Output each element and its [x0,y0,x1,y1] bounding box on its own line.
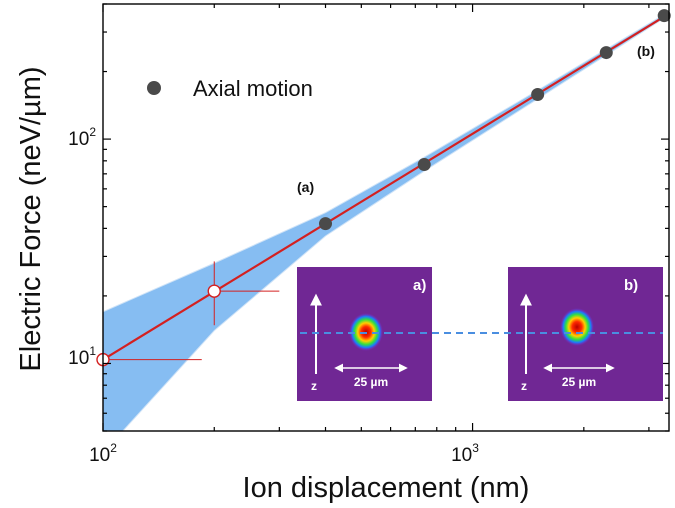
data-point [531,88,545,102]
inset-a-scale-label: 25 µm [354,375,388,389]
x-tick-1000: 103 [451,441,479,466]
confidence-band [103,11,669,431]
y-tick-100: 102 [68,125,96,150]
inset-b-scale-label: 25 µm [562,375,596,389]
data-point [657,9,671,23]
svg-text:101: 101 [68,344,96,369]
fit-line [102,12,670,361]
legend-marker [147,81,161,95]
legend: Axial motion [147,76,313,101]
inset-b-z-label: z [521,379,527,393]
inset-b-ion-image [560,308,594,346]
annotation-a: (a) [297,179,314,195]
svg-text:103: 103 [451,441,479,466]
inset-a-label: a) [413,277,426,294]
open-data-point [207,284,221,298]
y-tick-100-exp: 2 [89,125,96,139]
x-tick-100-base: 10 [89,445,110,466]
annotation-b: (b) [637,43,655,59]
data-point [319,217,333,231]
y-tick-100-base: 10 [68,129,89,150]
inset-a-z-label: z [311,379,317,393]
y-axis-title: Electric Force (neV/µm) [15,66,47,371]
legend-label: Axial motion [193,76,313,101]
x-tick-1000-base: 10 [451,445,472,466]
data-point [417,158,431,172]
y-tick-10-base: 10 [68,348,89,369]
x-tick-100: 102 [89,441,117,466]
inset-b-label: b) [624,277,638,294]
data-point [599,46,613,60]
x-tick-100-exp: 2 [110,441,117,455]
x-axis-title: Ion displacement (nm) [243,472,530,504]
x-tick-1000-exp: 3 [472,441,479,455]
y-tick-10-exp: 1 [89,344,96,358]
plot-frame [102,3,670,432]
y-tick-10: 101 [68,344,96,369]
svg-text:102: 102 [89,441,117,466]
svg-text:102: 102 [68,125,96,150]
